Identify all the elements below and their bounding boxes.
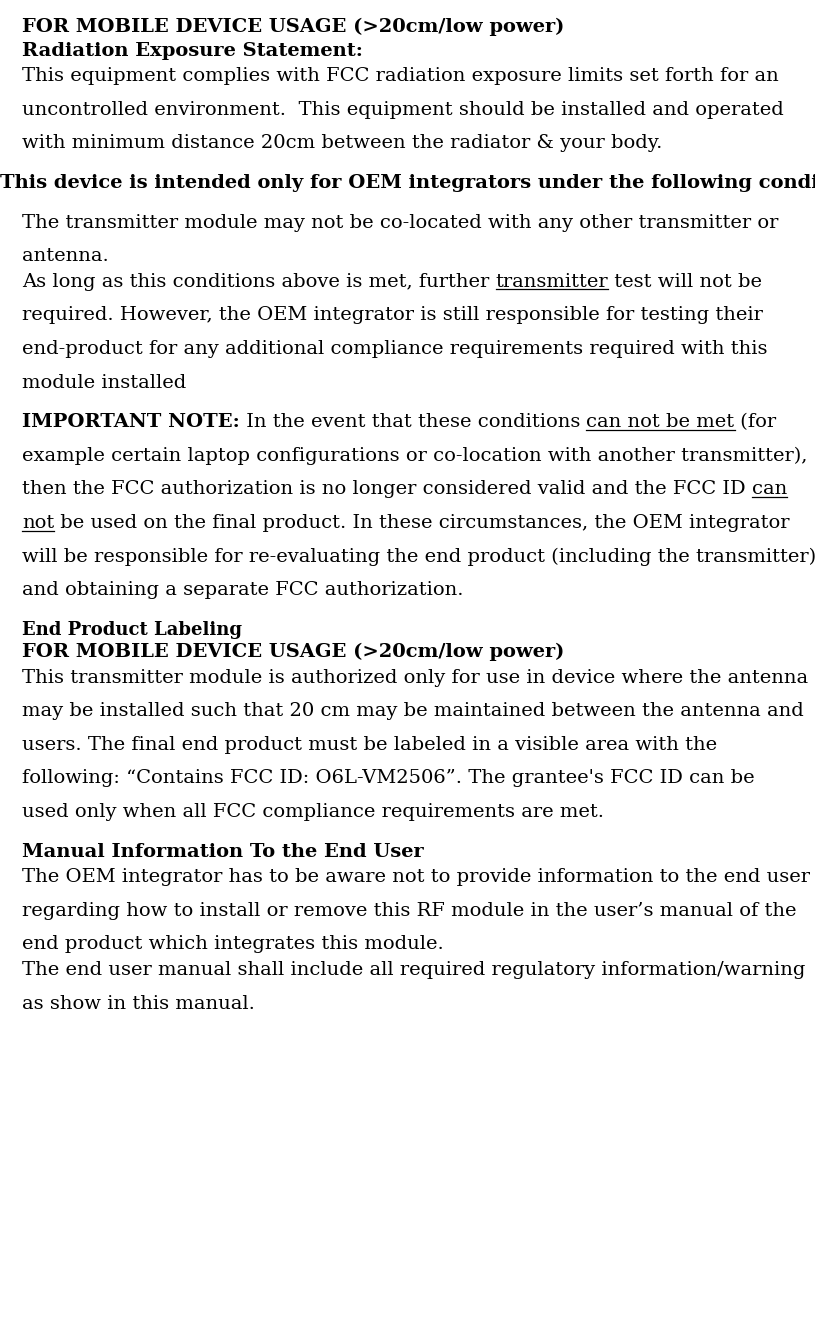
- Text: regarding how to install or remove this RF module in the user’s manual of the: regarding how to install or remove this …: [22, 902, 796, 920]
- Text: example certain laptop configurations or co-location with another transmitter),: example certain laptop configurations or…: [22, 447, 808, 465]
- Text: (for: (for: [734, 413, 777, 431]
- Text: will be responsible for re-evaluating the end product (including the transmitter: will be responsible for re-evaluating th…: [22, 548, 815, 566]
- Text: following: “Contains FCC ID: O6L-VM2506”. The grantee's FCC ID can be: following: “Contains FCC ID: O6L-VM2506”…: [22, 769, 755, 787]
- Text: with minimum distance 20cm between the radiator & your body.: with minimum distance 20cm between the r…: [22, 134, 663, 153]
- Text: end product which integrates this module.: end product which integrates this module…: [22, 936, 443, 953]
- Text: As long as this conditions above is met, further: As long as this conditions above is met,…: [22, 272, 496, 291]
- Text: transmitter: transmitter: [496, 272, 608, 291]
- Text: module installed: module installed: [22, 373, 187, 392]
- Text: be used on the final product. In these circumstances, the OEM integrator: be used on the final product. In these c…: [55, 514, 790, 532]
- Text: FOR MOBILE DEVICE USAGE (>20cm/low power): FOR MOBILE DEVICE USAGE (>20cm/low power…: [22, 643, 564, 662]
- Text: IMPORTANT NOTE:: IMPORTANT NOTE:: [22, 413, 240, 431]
- Text: end-product for any additional compliance requirements required with this: end-product for any additional complianc…: [22, 340, 768, 358]
- Text: and obtaining a separate FCC authorization.: and obtaining a separate FCC authorizati…: [22, 581, 464, 599]
- Text: End Product Labeling: End Product Labeling: [22, 621, 242, 639]
- Text: This device is intended only for OEM integrators under the following conditions:: This device is intended only for OEM int…: [0, 174, 815, 191]
- Text: required. However, the OEM integrator is still responsible for testing their: required. However, the OEM integrator is…: [22, 307, 763, 324]
- Text: users. The final end product must be labeled in a visible area with the: users. The final end product must be lab…: [22, 736, 717, 754]
- Text: Manual Information To the End User: Manual Information To the End User: [22, 843, 424, 861]
- Text: The OEM integrator has to be aware not to provide information to the end user: The OEM integrator has to be aware not t…: [22, 868, 810, 886]
- Text: The end user manual shall include all required regulatory information/warning: The end user manual shall include all re…: [22, 961, 805, 979]
- Text: then the FCC authorization is no longer considered valid and the FCC ID: then the FCC authorization is no longer …: [22, 480, 752, 498]
- Text: The transmitter module may not be co-located with any other transmitter or: The transmitter module may not be co-loc…: [22, 214, 778, 231]
- Text: test will not be: test will not be: [608, 272, 762, 291]
- Text: as show in this manual.: as show in this manual.: [22, 994, 255, 1013]
- Text: FOR MOBILE DEVICE USAGE (>20cm/low power): FOR MOBILE DEVICE USAGE (>20cm/low power…: [22, 19, 564, 36]
- Text: can not be met: can not be met: [586, 413, 734, 431]
- Text: In the event that these conditions: In the event that these conditions: [240, 413, 586, 431]
- Text: antenna.: antenna.: [22, 247, 108, 266]
- Text: Radiation Exposure Statement:: Radiation Exposure Statement:: [22, 41, 363, 60]
- Text: can: can: [752, 480, 787, 498]
- Text: uncontrolled environment.  This equipment should be installed and operated: uncontrolled environment. This equipment…: [22, 101, 784, 118]
- Text: This equipment complies with FCC radiation exposure limits set forth for an: This equipment complies with FCC radiati…: [22, 68, 779, 85]
- Text: may be installed such that 20 cm may be maintained between the antenna and: may be installed such that 20 cm may be …: [22, 702, 804, 720]
- Text: not: not: [22, 514, 55, 532]
- Text: This transmitter module is authorized only for use in device where the antenna: This transmitter module is authorized on…: [22, 668, 808, 687]
- Text: used only when all FCC compliance requirements are met.: used only when all FCC compliance requir…: [22, 803, 604, 821]
